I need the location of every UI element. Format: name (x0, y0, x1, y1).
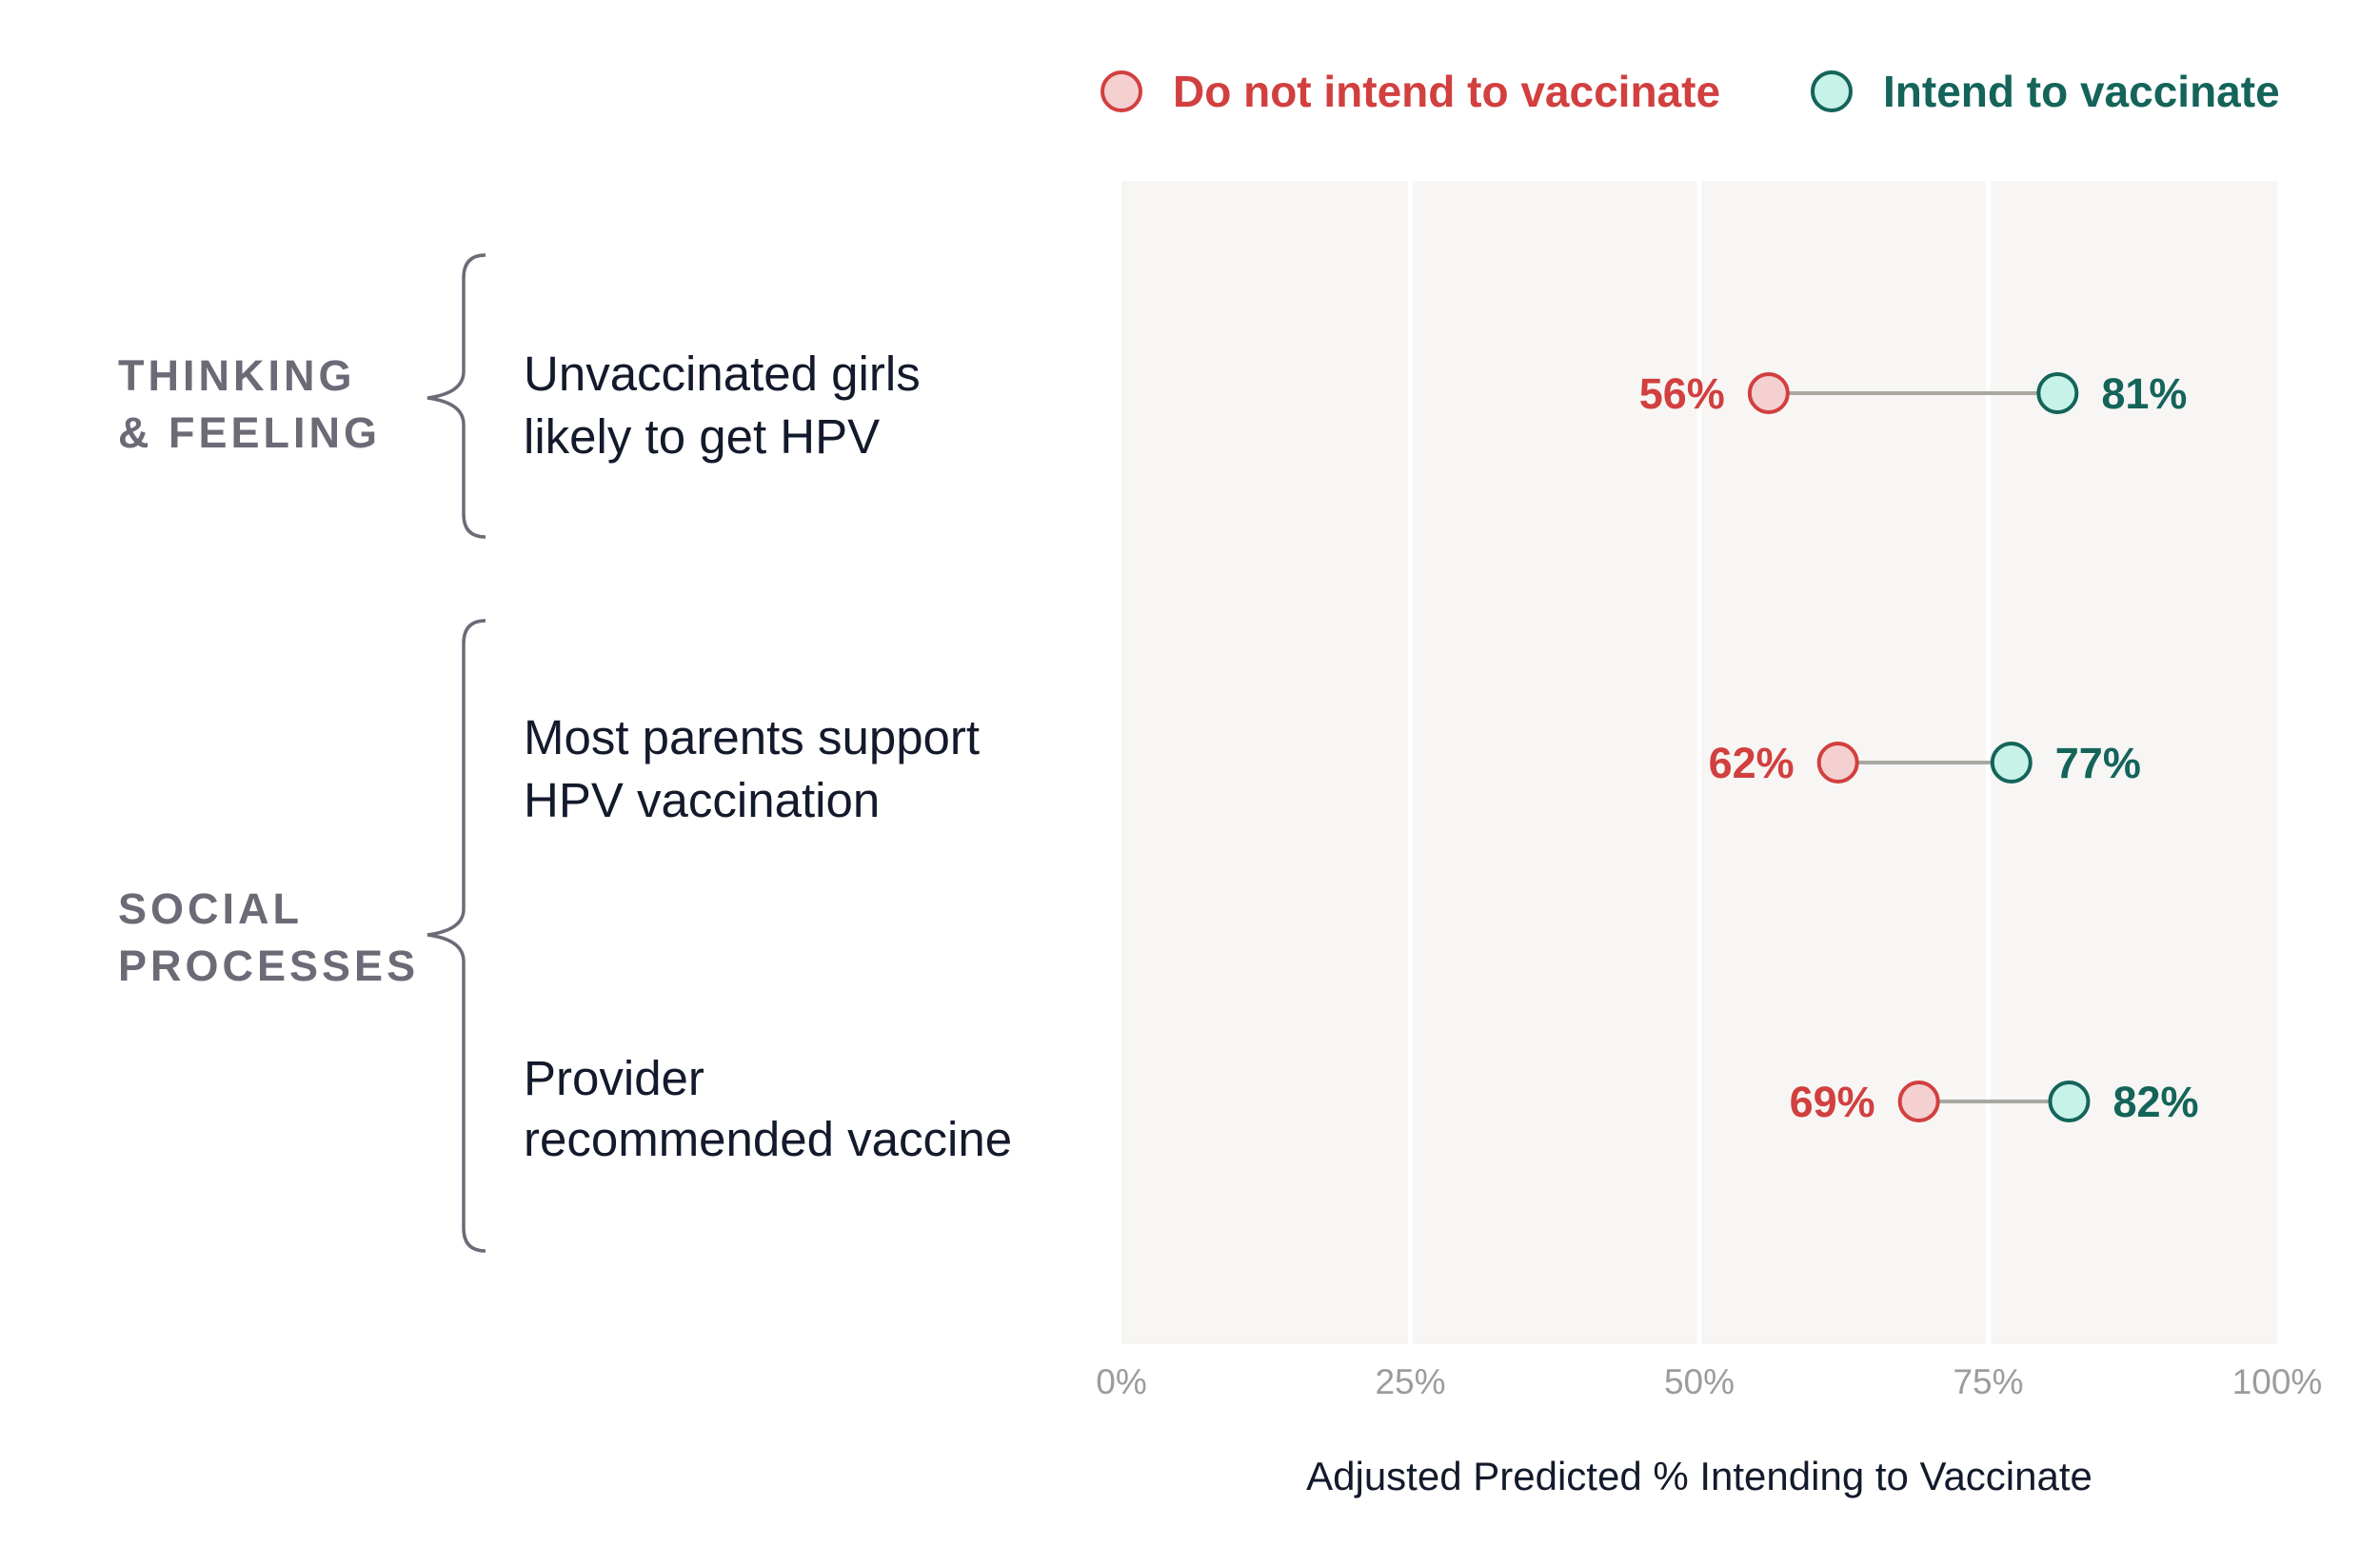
group-label-social-processes-line2: PROCESSES (118, 942, 419, 990)
group-label-social-processes-line1: SOCIAL (118, 884, 303, 933)
row-label-1-line1: Unvaccinated girls (524, 347, 921, 401)
group-brace-social-processes: SOCIAL PROCESSES (118, 619, 486, 1253)
row-labels: Unvaccinated girls likely to get HPV Mos… (524, 347, 1012, 1166)
data-marks: 56% 81% 62% 77% 69% 82% (1639, 369, 2199, 1126)
legend-label-intend: Intend to vaccinate (1883, 67, 2280, 116)
group-brace-thinking-feeling: THINKING & FEELING (118, 253, 486, 539)
x-tick-label-25: 25% (1375, 1362, 1445, 1401)
point-not-intend-row-2 (1816, 742, 1859, 783)
value-label-not-intend-row-2: 62% (1709, 739, 1795, 787)
value-label-intend-row-2: 77% (2055, 739, 2141, 787)
value-label-not-intend-row-3: 69% (1790, 1078, 1875, 1126)
row-label-1-line2: likely to get HPV (524, 409, 880, 464)
row-label-2-line1: Most parents support (524, 710, 980, 764)
brace-thinking-feeling (426, 253, 486, 539)
x-tick-label-50: 50% (1664, 1362, 1735, 1401)
value-label-intend-row-3: 82% (2112, 1078, 2198, 1126)
point-intend-row-3 (2048, 1081, 2091, 1122)
legend-marker-intend (1811, 70, 1853, 112)
group-label-thinking-feeling-line1: THINKING (118, 351, 356, 400)
point-intend-row-2 (1990, 742, 2033, 783)
x-axis-title: Adjusted Predicted % Intending to Vaccin… (1306, 1454, 2092, 1498)
x-tick-label-75: 75% (1953, 1362, 2023, 1401)
row-label-3-line2: recommended vaccine (524, 1112, 1012, 1166)
legend-label-not-intend: Do not intend to vaccinate (1173, 67, 1720, 116)
row-label-2-line2: HPV vaccination (524, 773, 880, 827)
x-axis-ticks: 0% 25% 50% 75% 100% (1096, 1362, 2322, 1401)
x-tick-label-100: 100% (2232, 1362, 2323, 1401)
value-label-not-intend-row-1: 56% (1639, 369, 1725, 418)
legend: Do not intend to vaccinate Intend to vac… (1101, 67, 2280, 116)
point-intend-row-1 (2036, 372, 2079, 414)
brace-social-processes (426, 619, 486, 1253)
group-label-thinking-feeling-line2: & FEELING (118, 408, 381, 457)
legend-marker-not-intend (1101, 70, 1142, 112)
row-label-3-line1: Provider (524, 1051, 704, 1105)
point-not-intend-row-1 (1747, 372, 1790, 414)
x-tick-label-0: 0% (1096, 1362, 1146, 1401)
point-not-intend-row-3 (1897, 1081, 1940, 1122)
value-label-intend-row-1: 81% (2101, 369, 2187, 418)
